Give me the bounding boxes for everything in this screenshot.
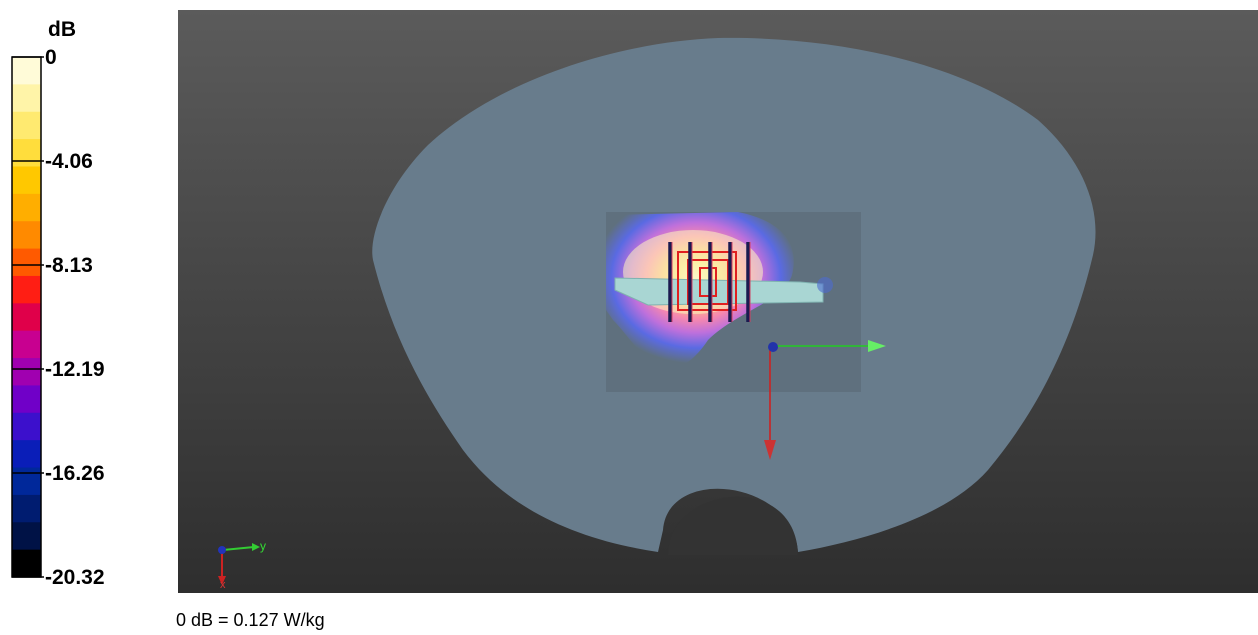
phantom-cutout [668,496,798,555]
3d-viewer[interactable]: y x [178,10,1258,593]
orientation-triad[interactable]: y x [218,539,266,591]
colorbar-segment [12,358,41,386]
colorbar-gradient [12,57,41,578]
colorbar-segment [12,385,41,414]
colorbar-segment [12,440,41,469]
colorbar-tick-label: -4.06 [45,150,93,173]
colorbar-segment [12,84,41,113]
colorbar-segment [12,221,41,250]
colorbar-segment [12,330,41,359]
colorbar-segment [12,111,41,140]
colorbar-tick-label: -8.13 [45,254,93,277]
coil-antenna [677,251,737,311]
colorbar-tick-label: 0 [45,46,57,69]
colorbar-segment [12,549,41,578]
triad-x-label: x [220,579,226,591]
colorbar-tick-label: -20.32 [45,566,105,589]
colorbar-segment [12,522,41,551]
colorbar-unit-label: dB [48,18,76,41]
colorbar-segment [12,193,41,222]
colorbar-tick-label: -16.26 [45,462,105,485]
coil-windings [668,242,751,322]
colorbar-segment [12,467,41,496]
colorbar-segment [12,412,41,441]
colorbar-segment [12,139,41,167]
coordinate-axes [764,340,886,460]
triad-y-label: y [260,539,266,553]
colorbar-segment [12,275,41,304]
reference-value-label: 0 dB = 0.127 W/kg [176,610,325,630]
colorbar-legend: dB 0 -4.06 -8.13 -12.19 -16.26 -20.32 [11,18,105,589]
device-plate [614,277,824,306]
colorbar-segment [12,303,41,332]
colorbar-ticks: 0 -4.06 -8.13 -12.19 -16.26 -20.32 [12,46,105,589]
colorbar-segment [12,57,41,85]
colorbar-segment [12,248,41,277]
device-knob [817,277,833,293]
colorbar-segment [12,166,41,195]
colorbar-segment [12,494,41,523]
colorbar-tick-label: -12.19 [45,358,105,381]
